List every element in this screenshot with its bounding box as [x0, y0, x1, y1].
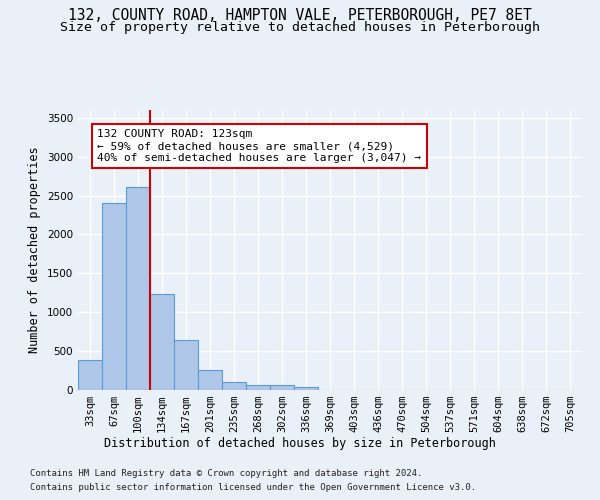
Text: 132, COUNTY ROAD, HAMPTON VALE, PETERBOROUGH, PE7 8ET: 132, COUNTY ROAD, HAMPTON VALE, PETERBOR… — [68, 8, 532, 22]
Y-axis label: Number of detached properties: Number of detached properties — [28, 146, 41, 354]
Bar — [126, 187, 150, 390]
Text: 132 COUNTY ROAD: 123sqm
← 59% of detached houses are smaller (4,529)
40% of semi: 132 COUNTY ROAD: 123sqm ← 59% of detache… — [97, 130, 421, 162]
Bar — [270, 386, 294, 390]
Bar — [174, 340, 198, 390]
Bar — [150, 294, 174, 390]
Text: Size of property relative to detached houses in Peterborough: Size of property relative to detached ho… — [60, 21, 540, 34]
Bar — [294, 387, 318, 390]
Bar — [246, 386, 270, 390]
Text: Contains HM Land Registry data © Crown copyright and database right 2024.: Contains HM Land Registry data © Crown c… — [30, 469, 422, 478]
Bar — [102, 204, 126, 390]
Text: Contains public sector information licensed under the Open Government Licence v3: Contains public sector information licen… — [30, 483, 476, 492]
Text: Distribution of detached houses by size in Peterborough: Distribution of detached houses by size … — [104, 438, 496, 450]
Bar — [198, 370, 222, 390]
Bar — [78, 360, 102, 390]
Bar — [222, 382, 246, 390]
